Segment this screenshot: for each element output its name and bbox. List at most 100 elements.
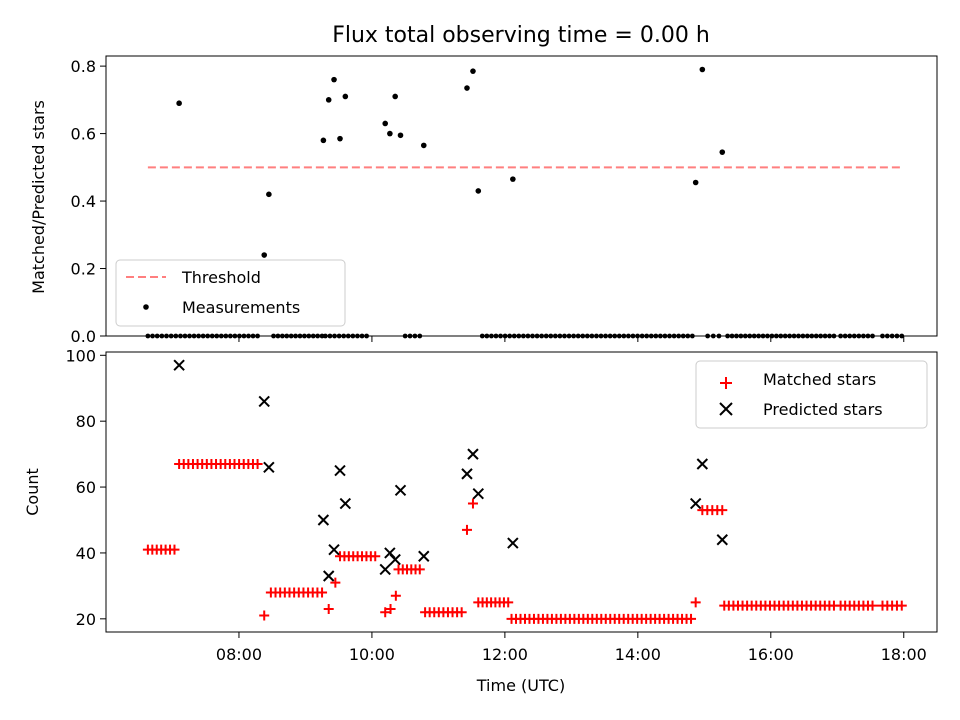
- ratio-legend: Threshold Measurements: [115, 259, 346, 327]
- legend-matched-swatch: [720, 377, 732, 389]
- count-y-tick-label: 40: [76, 544, 96, 563]
- count-y-tick-label: 80: [76, 412, 96, 431]
- count-y-axis-label: Count: [23, 468, 42, 516]
- x-axis-label: Time (UTC): [476, 676, 565, 695]
- measurement-point: [392, 93, 398, 100]
- legend-threshold-label: Threshold: [181, 268, 261, 287]
- ratio-legend-box: [115, 259, 346, 327]
- predicted-star-mark: [716, 534, 728, 546]
- predicted-star-mark: [339, 497, 352, 510]
- measurement-point: [342, 93, 349, 100]
- measurement-point: [325, 97, 332, 103]
- matched-star-mark: [330, 577, 341, 588]
- count-x-tick-label: 12:00: [482, 645, 528, 664]
- count-axes-frame: [105, 351, 938, 633]
- matched-star-mark: [896, 600, 907, 611]
- measurement-point: [387, 130, 393, 137]
- count-panel: 20 40 60 80 100 08:00 10:00 12:00 14:00 16:00 18:…: [23, 346, 938, 695]
- measurement-point: [464, 85, 470, 91]
- measurement-point: [320, 137, 327, 144]
- ratio-y-tick-label: 0.8: [71, 57, 96, 76]
- ratio-y-tick-label: 0.6: [71, 125, 96, 144]
- ratio-x-ticks: [238, 336, 905, 342]
- matched-star-mark: [414, 564, 425, 575]
- predicted-star-mark: [258, 395, 270, 408]
- matched-star-mark: [461, 524, 472, 535]
- matched-star-mark: [252, 459, 263, 469]
- ratio-y-ticks: 0.0 0.2 0.4 0.6 0.8: [71, 57, 106, 346]
- ratio-y-tick-label: 0.0: [71, 327, 96, 346]
- ratio-panel: 0.00.20.40.60.8 Matched/Predicted stars …: [29, 55, 938, 346]
- matched-star-mark: [717, 505, 728, 516]
- count-marks: [142, 359, 907, 624]
- predicted-star-mark: [173, 359, 185, 371]
- predicted-star-mark: [418, 550, 430, 562]
- count-legend: Matched stars Predicted stars: [695, 360, 928, 429]
- measurement-point: [699, 66, 706, 73]
- measurement-point: [176, 100, 182, 107]
- predicted-star-mark: [328, 543, 340, 556]
- matched-star-mark: [456, 607, 467, 618]
- ratio-axes-frame: [105, 55, 938, 337]
- matched-star-mark: [467, 498, 478, 509]
- legend-matched-label: Matched stars: [763, 370, 876, 389]
- measurement-point: [382, 120, 389, 127]
- predicted-star-mark: [507, 537, 519, 549]
- count-x-ticks: 08:00 10:00 12:00 14:00 16:00 18:00: [216, 632, 927, 664]
- measurement-point: [692, 179, 699, 186]
- measurement-point: [420, 142, 427, 149]
- measurement-point: [510, 176, 516, 182]
- matched-star-mark: [686, 613, 697, 624]
- count-y-ticks: 20 40 60 80 100: [65, 346, 106, 629]
- count-y-tick-label: 20: [76, 610, 96, 629]
- ratio-y-axis-label: Matched/Predicted stars: [29, 100, 48, 294]
- count-x-tick-label: 16:00: [748, 645, 794, 664]
- legend-measurements-label: Measurements: [182, 298, 300, 317]
- measurement-point: [331, 76, 337, 83]
- predicted-star-mark: [379, 563, 391, 576]
- count-x-tick-label: 10:00: [349, 645, 395, 664]
- count-x-tick-label: 18:00: [881, 645, 927, 664]
- predicted-star-mark: [323, 570, 335, 582]
- matched-star-mark: [370, 551, 381, 562]
- matched-star-mark: [690, 597, 701, 608]
- predicted-star-mark: [467, 448, 479, 460]
- ratio-y-tick-label: 0.2: [71, 260, 96, 279]
- predicted-star-mark: [389, 553, 401, 566]
- legend-measurements-swatch: [143, 304, 149, 310]
- measurement-point: [719, 149, 726, 155]
- predicted-star-mark: [394, 484, 407, 497]
- matched-star-mark: [380, 607, 391, 618]
- measurement-point: [475, 188, 482, 194]
- measurement-point: [470, 68, 476, 74]
- legend-predicted-swatch: [719, 402, 733, 416]
- matched-star-mark: [169, 544, 180, 555]
- count-y-tick-label: 100: [65, 346, 96, 365]
- measurement-point: [337, 135, 343, 142]
- predicted-star-mark: [461, 468, 473, 480]
- count-x-tick-label: 08:00: [216, 645, 262, 664]
- measurement-point: [397, 132, 404, 139]
- predicted-star-mark: [696, 458, 709, 470]
- ratio-y-tick-label: 0.4: [71, 192, 96, 211]
- chart-title: Flux total observing time = 0.00 h: [332, 23, 710, 48]
- matched-star-mark: [317, 587, 328, 598]
- matched-star-mark: [390, 590, 401, 601]
- count-y-tick-label: 60: [76, 478, 96, 497]
- count-x-tick-label: 14:00: [615, 645, 661, 664]
- predicted-star-mark: [689, 497, 702, 510]
- matched-star-mark: [867, 600, 878, 611]
- predicted-star-mark: [317, 514, 330, 526]
- predicted-star-mark: [334, 464, 346, 477]
- measurement-point: [261, 252, 268, 258]
- predicted-star-mark: [472, 487, 484, 500]
- predicted-star-mark: [263, 461, 275, 474]
- measurement-point: [266, 191, 272, 198]
- count-legend-box: [695, 360, 928, 429]
- matched-star-mark: [259, 610, 270, 621]
- matched-star-mark: [503, 597, 514, 608]
- matched-star-mark: [385, 603, 396, 614]
- matched-star-mark: [323, 603, 334, 614]
- legend-predicted-label: Predicted stars: [763, 400, 883, 419]
